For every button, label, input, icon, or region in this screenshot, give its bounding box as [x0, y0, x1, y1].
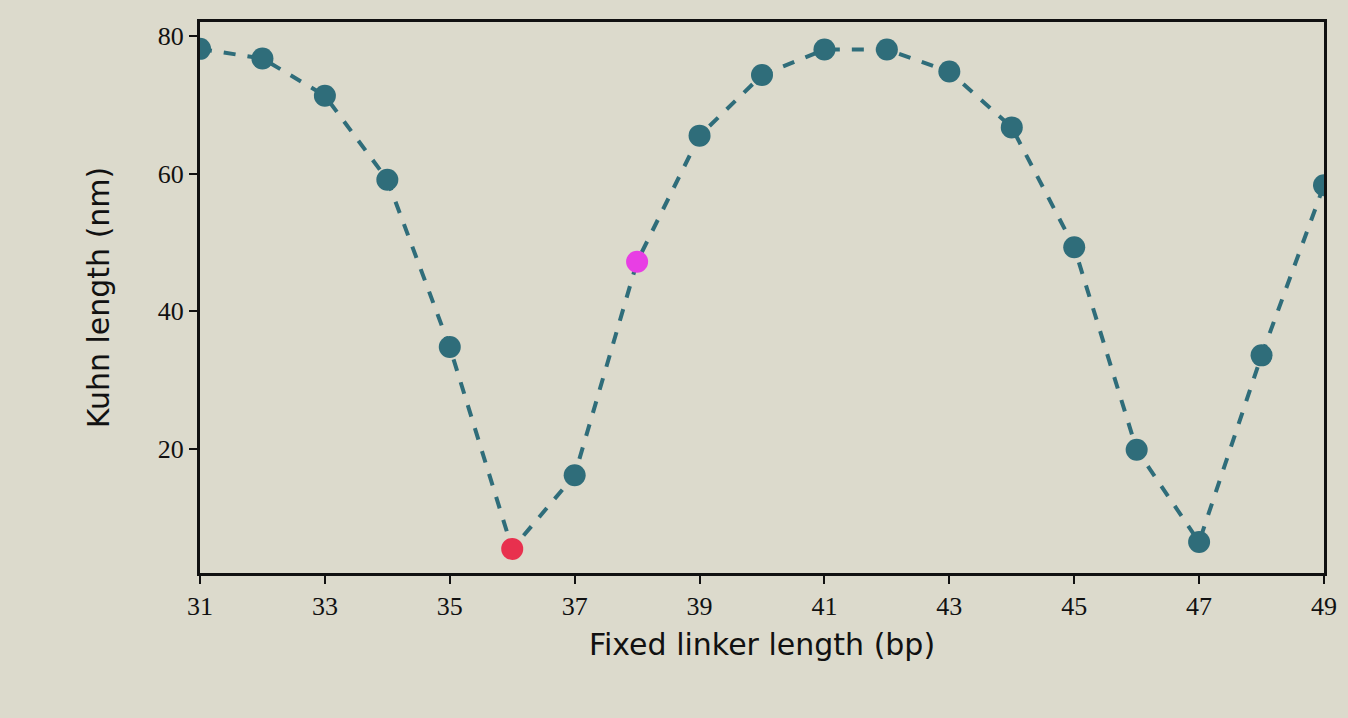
- svg-text:45: 45: [1061, 592, 1087, 621]
- svg-text:40: 40: [158, 297, 184, 326]
- svg-text:Kuhn length (nm): Kuhn length (nm): [81, 167, 116, 429]
- svg-text:47: 47: [1186, 592, 1212, 621]
- svg-text:33: 33: [312, 592, 338, 621]
- svg-text:Fixed linker length (bp): Fixed linker length (bp): [589, 627, 935, 662]
- svg-text:39: 39: [687, 592, 713, 621]
- svg-text:37: 37: [562, 592, 588, 621]
- svg-text:43: 43: [936, 592, 962, 621]
- svg-text:20: 20: [158, 435, 184, 464]
- svg-text:41: 41: [811, 592, 837, 621]
- svg-text:31: 31: [187, 592, 213, 621]
- svg-text:60: 60: [158, 160, 184, 189]
- svg-text:80: 80: [158, 22, 184, 51]
- svg-text:49: 49: [1311, 592, 1337, 621]
- svg-text:35: 35: [437, 592, 463, 621]
